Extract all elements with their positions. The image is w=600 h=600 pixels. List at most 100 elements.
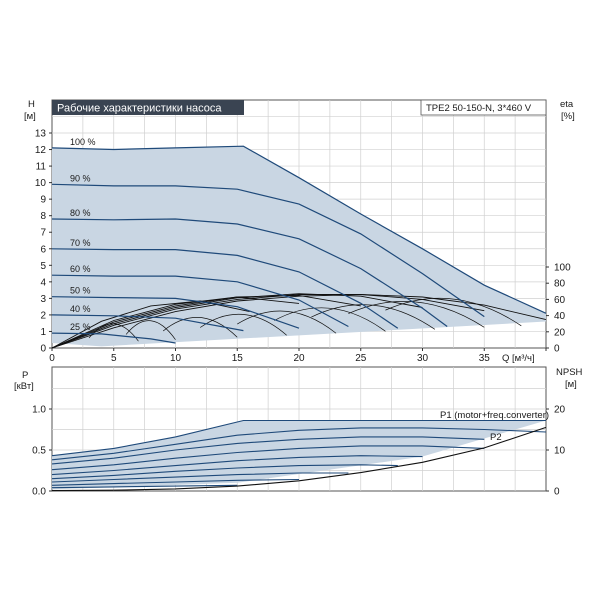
head-curve-label: 40 %: [70, 304, 91, 314]
head-axis-unit: [м]: [24, 111, 36, 122]
npsh-ytick-label: 0: [554, 487, 560, 498]
eta-axis-unit: [%]: [561, 111, 575, 122]
model-label-box: [420, 99, 547, 116]
eta-ytick-label: 80: [554, 279, 566, 290]
power-curve: [51, 484, 238, 489]
power-envelope-fill: [52, 420, 546, 490]
head-ytick-label: 7: [40, 228, 46, 239]
efficiency-curve: [51, 294, 485, 349]
eta-ytick-label: 60: [554, 295, 566, 306]
power-ytick-label: 0.5: [32, 446, 46, 457]
head-curve-label: 80 %: [70, 208, 91, 218]
power-curve-labels: P1 (motor+freq.converter) P2: [440, 410, 549, 443]
efficiency-curve: [51, 294, 361, 349]
head-curve: [51, 248, 399, 329]
head-ytick-label: 13: [35, 129, 47, 140]
flow-xtick-label: 25: [355, 353, 367, 364]
eta-ytick-label: 20: [554, 327, 566, 338]
npsh-ytick-label: 20: [554, 405, 566, 416]
efficiency-arc: [237, 310, 337, 334]
power-axis-unit: [кВт]: [14, 381, 34, 392]
efficiency-arc: [162, 317, 238, 338]
model-label: TPE2 50-150-N, 3*460 V: [426, 103, 532, 114]
efficiency-arc: [274, 307, 386, 332]
flow-xtick-label: 10: [170, 353, 182, 364]
head-curve-label: 70 %: [70, 238, 91, 248]
head-ytick-label: 12: [35, 145, 47, 156]
head-curve: [51, 296, 300, 329]
chart-title: Рабочие характеристики насоса: [57, 103, 222, 115]
power-curve: [51, 427, 547, 461]
power-operating-area: [52, 420, 546, 490]
head-curve-label: 50 %: [70, 286, 91, 296]
power-curve: [51, 464, 398, 480]
head-ytick-label: 6: [40, 244, 46, 255]
flow-axis-label-box: [500, 351, 546, 365]
power-curve: [51, 436, 485, 465]
head-curve: [51, 145, 547, 314]
power-axis-ticks: 0.0 0.5 1.0 0 10 20: [32, 405, 565, 498]
head-operating-area: [52, 146, 546, 347]
head-curve-label: 100 %: [70, 137, 96, 147]
head-curve-labels: 100 % 90 % 80 % 70 % 60 % 50 % 40 % 25 %: [70, 137, 96, 332]
efficiency-curves: [51, 293, 547, 349]
eta-ytick-label: 100: [554, 263, 571, 274]
head-curve: [51, 218, 448, 327]
head-ytick-label: 10: [35, 178, 47, 189]
p2-series-label: P2: [490, 432, 502, 443]
efficiency-curve: [51, 296, 300, 349]
head-ytick-label: 9: [40, 195, 46, 206]
eta-ytick-label: 0: [554, 344, 560, 355]
head-curve: [51, 183, 485, 318]
flow-axis-label: Q [м³/ч]: [502, 353, 535, 364]
npsh-curve: [51, 426, 547, 492]
eta-axis-label: eta: [560, 99, 574, 110]
npsh-ytick-label: 10: [554, 446, 566, 457]
head-ytick-label: 4: [40, 277, 46, 288]
power-curves: [51, 419, 547, 492]
head-curve-label: 25 %: [70, 322, 91, 332]
head-envelope-fill: [52, 146, 546, 347]
npsh-axis-unit: [м]: [565, 379, 577, 390]
head-curve: [51, 332, 176, 344]
power-curve: [51, 455, 423, 476]
head-ytick-label: 3: [40, 294, 46, 305]
power-ytick-label: 0.0: [32, 487, 46, 498]
flow-xtick-label: 20: [293, 353, 305, 364]
efficiency-arc: [385, 297, 522, 327]
head-curve-label: 90 %: [70, 173, 91, 183]
power-axis-label: P: [22, 370, 28, 381]
head-curve-label: 60 %: [70, 264, 91, 274]
efficiency-arc: [200, 313, 287, 336]
p1-series-label: P1 (motor+freq.converter): [440, 410, 549, 421]
head-ytick-label: 1: [40, 327, 46, 338]
efficiency-arc: [348, 301, 485, 328]
power-curve: [51, 478, 300, 486]
head-ytick-label: 11: [36, 162, 47, 173]
head-ytick-label: 2: [40, 310, 46, 321]
power-curve: [51, 445, 485, 471]
head-ytick-label: 5: [40, 261, 46, 272]
flow-xtick-label: 15: [232, 353, 244, 364]
flow-xtick-label: 30: [417, 353, 429, 364]
power-panel: 0.0 0.5 1.0 0 10 20 P1 (motor+freq.converter)…: [14, 366, 583, 498]
head-curve: [51, 314, 244, 332]
flow-xtick-label: 35: [479, 353, 491, 364]
power-curve: [51, 472, 349, 483]
chart-title-box: [52, 100, 244, 115]
flow-xtick-label: 5: [111, 353, 117, 364]
efficiency-arc: [88, 323, 139, 342]
efficiency-arc: [125, 320, 176, 340]
head-ytick-label: 0: [40, 344, 46, 355]
head-axis-label: H: [28, 99, 35, 110]
eta-ytick-label: 40: [554, 311, 566, 322]
flow-xtick-label: 0: [49, 353, 55, 364]
power-curve: [51, 419, 546, 457]
power-ytick-label: 1.0: [32, 405, 46, 416]
npsh-axis-label: NPSH: [556, 367, 583, 378]
head-curves: [51, 145, 547, 344]
head-ytick-label: 8: [40, 211, 46, 222]
